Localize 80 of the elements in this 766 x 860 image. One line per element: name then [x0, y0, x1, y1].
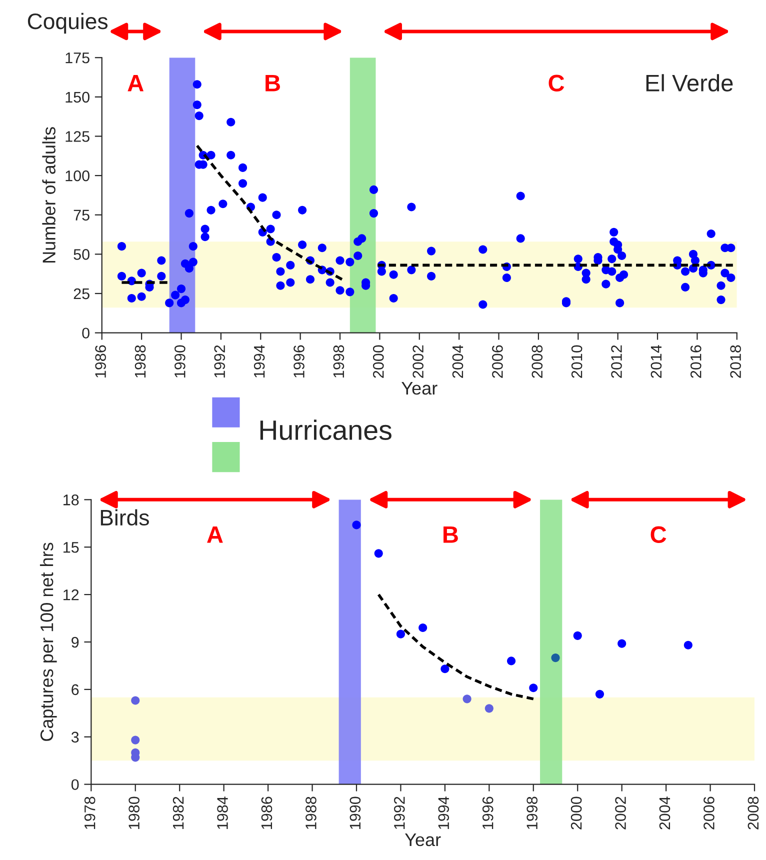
line-series — [196, 144, 344, 281]
x-tick-label: 2008 — [532, 345, 543, 378]
x-tick-label: 2000 — [570, 796, 582, 830]
point — [595, 690, 604, 698]
point — [573, 631, 582, 640]
x-tick-label: 2006 — [492, 345, 503, 378]
point — [352, 520, 361, 530]
x-tick-label: 2008 — [748, 796, 759, 830]
y-tick-label: 0 — [82, 328, 90, 339]
point — [396, 630, 405, 638]
chart-title: Birds — [100, 509, 149, 526]
annotation: El Verde — [646, 74, 733, 92]
x-tick-label: 2002 — [615, 796, 626, 830]
point — [529, 684, 538, 692]
y-tick-label: 3 — [71, 732, 79, 743]
chart-title: Coquies — [28, 12, 108, 34]
x-tick-label: 1988 — [306, 796, 316, 829]
y-tick-label: 150 — [66, 92, 90, 103]
x-tick-label: 1982 — [172, 796, 184, 829]
point — [462, 694, 472, 704]
y-tick-label: 9 — [72, 636, 79, 648]
x-tick-label: 1998 — [526, 796, 538, 829]
x-tick-label: 1978 — [84, 796, 96, 829]
point — [131, 736, 140, 744]
annotation: A — [128, 75, 144, 92]
x-tick-label: 1996 — [482, 796, 494, 829]
x-tick-label: 1980 — [128, 796, 140, 829]
point — [484, 704, 494, 713]
point — [374, 549, 383, 558]
x-tick-label: 1992 — [394, 796, 405, 829]
y-tick-label: 15 — [64, 542, 79, 553]
annotation: C — [650, 526, 666, 544]
x-tick-label: 1992 — [214, 345, 226, 378]
x-tick-label: 1984 — [217, 796, 228, 829]
y-axis-title: Captures per 100 net hrs — [40, 542, 57, 741]
x-tick-label: 1988 — [134, 345, 146, 378]
point — [551, 654, 560, 662]
point — [131, 696, 140, 705]
x-tick-label: 2010 — [571, 345, 582, 378]
x-tick-label: 1990 — [350, 796, 361, 829]
y-tick-label: 100 — [66, 170, 90, 182]
x-tick-label: 2016 — [690, 345, 702, 378]
legend-title: Hurricanes — [260, 420, 392, 440]
point — [507, 656, 516, 666]
point — [618, 639, 626, 648]
y-tick-label: 0 — [71, 779, 79, 790]
x-tick-label: 1994 — [438, 796, 450, 829]
y-tick-label: 6 — [72, 684, 79, 696]
x-tick-label: 2012 — [611, 345, 622, 378]
point — [418, 623, 428, 632]
x-axis-title: Year — [402, 382, 438, 395]
x-tick-label: 2004 — [659, 796, 670, 830]
x-tick-label: 2006 — [704, 796, 714, 830]
x-tick-label: 2018 — [730, 345, 741, 378]
x-tick-label: 2000 — [372, 345, 384, 378]
x-tick-label: 2002 — [412, 345, 424, 378]
annotation: B — [444, 526, 458, 543]
point — [684, 640, 692, 650]
y-tick-label: 75 — [74, 210, 90, 221]
y-axis-title: Number of adults — [42, 127, 56, 262]
y-tick-label: 12 — [64, 589, 79, 600]
x-tick-label: 2014 — [650, 345, 662, 378]
x-tick-label: 1998 — [333, 345, 344, 378]
y-tick-label: 50 — [74, 249, 90, 260]
x-tick-label: 1986 — [95, 345, 106, 378]
y-tick-label: 175 — [66, 52, 90, 64]
annotation: C — [548, 74, 564, 92]
point — [440, 664, 450, 674]
y-tick-label: 125 — [66, 131, 90, 142]
x-tick-label: 1986 — [261, 796, 272, 829]
y-tick-label: 18 — [64, 494, 79, 506]
x-tick-label: 1990 — [174, 345, 186, 378]
y-tick-label: 25 — [74, 288, 90, 300]
x-axis-title: Year — [404, 834, 441, 846]
x-tick-label: 2004 — [452, 345, 464, 378]
x-tick-label: 1994 — [254, 345, 265, 378]
annotation: A — [207, 526, 223, 543]
line-series — [377, 593, 535, 700]
x-tick-label: 1996 — [294, 345, 304, 378]
annotation: B — [266, 75, 280, 92]
